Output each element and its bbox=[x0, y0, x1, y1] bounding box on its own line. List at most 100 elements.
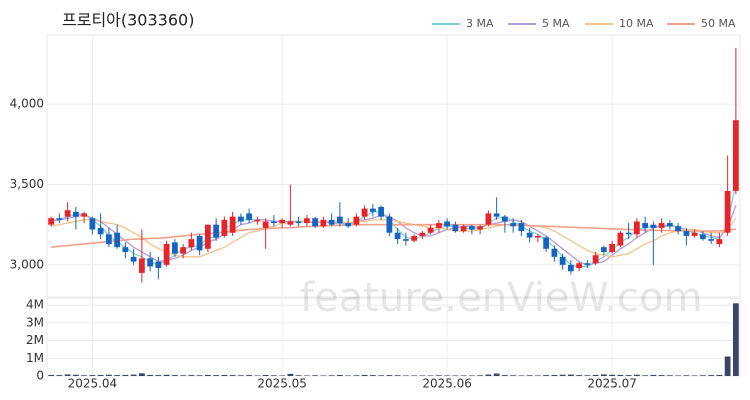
volume-panel bbox=[46, 297, 741, 377]
candle-body bbox=[270, 221, 277, 224]
volume-bar bbox=[237, 375, 244, 376]
volume-bar bbox=[510, 375, 517, 376]
candle-body bbox=[518, 223, 525, 232]
volume-bar bbox=[699, 375, 706, 376]
volume-bar bbox=[114, 375, 121, 376]
volume-bar bbox=[122, 374, 129, 376]
candle-body bbox=[567, 264, 574, 272]
x-tick-label: 2025.06 bbox=[422, 377, 472, 391]
volume-tick-label: 0 bbox=[36, 369, 44, 383]
volume-bar bbox=[576, 375, 583, 376]
candle-body bbox=[262, 221, 269, 228]
volume-bar bbox=[221, 374, 228, 376]
volume-bar bbox=[270, 375, 277, 376]
volume-bar bbox=[732, 303, 739, 376]
candle-body bbox=[48, 218, 55, 225]
volume-bar bbox=[402, 375, 409, 376]
volume-tick-label: 4M bbox=[26, 298, 44, 312]
volume-bar bbox=[468, 375, 475, 376]
candle-body bbox=[97, 227, 104, 235]
candle-body bbox=[361, 208, 368, 217]
volume-bar bbox=[609, 374, 616, 376]
candle-body bbox=[213, 224, 220, 238]
candle-body bbox=[427, 227, 434, 233]
candle-body bbox=[204, 224, 211, 249]
legend-label: 10 MA bbox=[619, 17, 654, 30]
volume-bar bbox=[650, 374, 657, 376]
candle-body bbox=[378, 206, 385, 217]
volume-bar bbox=[64, 374, 71, 376]
candle-body bbox=[534, 235, 541, 238]
volume-bar bbox=[485, 374, 492, 376]
candle-body bbox=[229, 216, 236, 233]
volume-bar bbox=[196, 375, 203, 376]
candle-body bbox=[138, 258, 145, 273]
candle-body bbox=[312, 218, 319, 227]
volume-bar bbox=[394, 375, 401, 376]
volume-bar bbox=[724, 356, 731, 376]
candle-body bbox=[576, 263, 583, 269]
y-tick-label: 4,000 bbox=[10, 97, 44, 111]
watermark: feature.enVieW.com bbox=[300, 275, 702, 321]
candle-body bbox=[287, 221, 294, 225]
y-tick-label: 3,000 bbox=[10, 257, 44, 271]
candle-body bbox=[444, 221, 451, 227]
volume-bar bbox=[683, 375, 690, 376]
candle-body bbox=[691, 232, 698, 236]
volume-bar bbox=[72, 374, 79, 376]
volume-bar bbox=[625, 375, 632, 376]
volume-bar bbox=[419, 375, 426, 376]
volume-bar bbox=[295, 375, 302, 376]
volume-bar bbox=[353, 375, 360, 376]
volume-bar bbox=[138, 373, 145, 376]
candle-body bbox=[452, 224, 459, 232]
chart-title: 프로티아(303360) bbox=[62, 11, 194, 30]
volume-bar bbox=[716, 374, 723, 376]
volume-bar bbox=[81, 375, 88, 376]
legend-label: 50 MA bbox=[701, 17, 736, 30]
candle-body bbox=[237, 216, 244, 222]
candle-body bbox=[699, 234, 706, 240]
candle-body bbox=[163, 243, 170, 265]
candle-body bbox=[303, 218, 310, 224]
volume-tick-label: 2M bbox=[26, 333, 44, 347]
candle-body bbox=[320, 219, 327, 227]
candle-body bbox=[609, 243, 616, 252]
volume-bar bbox=[56, 375, 63, 376]
candle-body bbox=[600, 247, 607, 252]
volume-bar bbox=[147, 374, 154, 376]
volume-bar bbox=[675, 375, 682, 376]
volume-bar bbox=[518, 375, 525, 376]
candle-body bbox=[683, 231, 690, 236]
x-tick-label: 2025.05 bbox=[257, 377, 307, 391]
candle-body bbox=[221, 219, 228, 236]
volume-bar bbox=[254, 375, 261, 376]
candle-body bbox=[666, 223, 673, 227]
candle-body bbox=[592, 255, 599, 264]
volume-bar bbox=[130, 374, 137, 376]
candle-body bbox=[468, 226, 475, 230]
candle-body bbox=[56, 218, 63, 220]
candle-body bbox=[353, 216, 360, 225]
candle-body bbox=[81, 213, 88, 217]
volume-bar bbox=[287, 373, 294, 376]
volume-bar bbox=[312, 375, 319, 376]
candle-body bbox=[386, 216, 393, 233]
volume-bar bbox=[89, 375, 96, 376]
volume-bar bbox=[633, 374, 640, 376]
candle-body bbox=[477, 226, 484, 230]
ma-line bbox=[51, 223, 736, 248]
volume-bar bbox=[493, 373, 500, 376]
candle-body bbox=[171, 242, 178, 254]
candle-body bbox=[501, 216, 508, 222]
volume-bar bbox=[262, 374, 269, 376]
candle-body bbox=[180, 247, 187, 254]
candle-body bbox=[526, 232, 533, 238]
candle-body bbox=[708, 239, 715, 241]
candle-body bbox=[485, 213, 492, 225]
candle-body bbox=[419, 232, 426, 236]
volume-bar bbox=[526, 375, 533, 376]
candle-body bbox=[155, 261, 162, 269]
volume-bar bbox=[320, 375, 327, 376]
candle-body bbox=[114, 232, 121, 248]
